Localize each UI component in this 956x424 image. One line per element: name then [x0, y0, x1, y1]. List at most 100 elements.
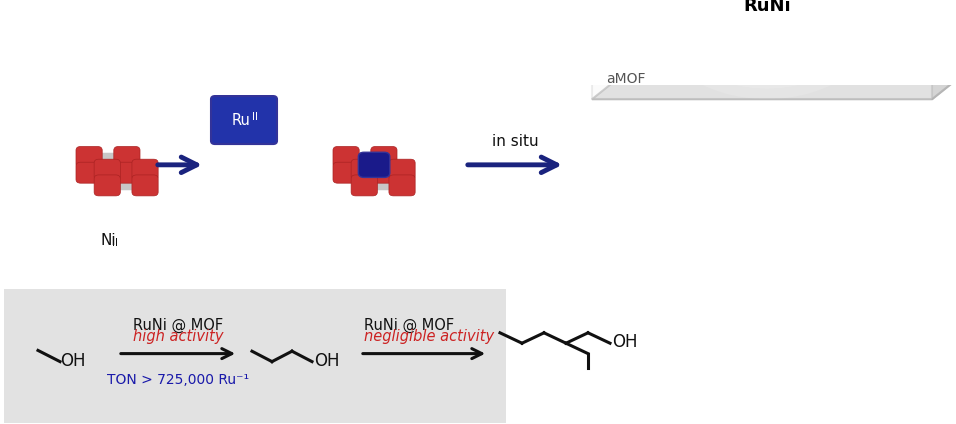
Circle shape: [708, 0, 732, 15]
Circle shape: [771, 26, 793, 43]
Circle shape: [731, 0, 754, 4]
Circle shape: [756, 16, 774, 31]
Circle shape: [753, 5, 772, 20]
Circle shape: [714, 20, 727, 30]
Polygon shape: [932, 0, 956, 99]
Circle shape: [761, 16, 783, 33]
Text: RuNi @ MOF: RuNi @ MOF: [364, 318, 454, 333]
Circle shape: [775, 0, 798, 3]
FancyBboxPatch shape: [358, 152, 390, 177]
Circle shape: [700, 0, 713, 6]
Circle shape: [822, 0, 843, 7]
Circle shape: [754, 0, 778, 9]
Circle shape: [789, 12, 801, 22]
Circle shape: [791, 26, 813, 44]
Circle shape: [738, 22, 757, 37]
Circle shape: [758, 33, 771, 44]
Circle shape: [762, 0, 783, 14]
Circle shape: [725, 34, 745, 50]
Circle shape: [755, 0, 772, 10]
Circle shape: [785, 0, 800, 8]
Text: OH: OH: [612, 333, 638, 351]
Text: II: II: [112, 237, 118, 248]
Circle shape: [700, 0, 716, 11]
Circle shape: [738, 0, 761, 11]
Circle shape: [718, 0, 740, 6]
Ellipse shape: [675, 0, 859, 79]
Circle shape: [728, 36, 740, 47]
Circle shape: [725, 0, 747, 11]
Circle shape: [828, 6, 841, 17]
Circle shape: [783, 41, 796, 51]
Circle shape: [749, 10, 770, 26]
Circle shape: [720, 11, 737, 25]
Circle shape: [771, 0, 789, 11]
Circle shape: [786, 0, 806, 11]
FancyBboxPatch shape: [371, 146, 397, 167]
Circle shape: [712, 5, 736, 23]
FancyBboxPatch shape: [333, 162, 359, 183]
FancyBboxPatch shape: [351, 159, 378, 180]
Circle shape: [764, 31, 777, 42]
Circle shape: [758, 6, 775, 20]
FancyBboxPatch shape: [132, 159, 158, 180]
Circle shape: [813, 0, 833, 4]
Circle shape: [798, 13, 813, 24]
Circle shape: [759, 0, 778, 15]
Circle shape: [798, 0, 818, 3]
FancyBboxPatch shape: [389, 175, 415, 196]
Circle shape: [765, 0, 784, 9]
Circle shape: [771, 42, 784, 53]
Circle shape: [778, 35, 792, 46]
Circle shape: [703, 7, 716, 17]
Circle shape: [708, 24, 728, 41]
Circle shape: [778, 18, 793, 30]
Circle shape: [724, 0, 737, 1]
Circle shape: [707, 0, 726, 11]
Circle shape: [767, 0, 787, 3]
Circle shape: [813, 0, 835, 7]
Text: Ni: Ni: [100, 233, 116, 248]
Circle shape: [714, 13, 732, 28]
Circle shape: [759, 37, 781, 54]
FancyBboxPatch shape: [114, 146, 140, 167]
Circle shape: [799, 2, 813, 13]
Circle shape: [689, 0, 706, 13]
FancyBboxPatch shape: [132, 175, 158, 196]
Text: II: II: [252, 112, 258, 122]
Circle shape: [741, 3, 756, 16]
Circle shape: [783, 13, 797, 24]
Circle shape: [751, 0, 774, 7]
Circle shape: [798, 0, 816, 11]
Circle shape: [786, 0, 799, 5]
Text: OH: OH: [60, 352, 85, 370]
Circle shape: [789, 0, 809, 9]
Circle shape: [741, 8, 764, 26]
Circle shape: [784, 0, 796, 11]
Circle shape: [765, 5, 778, 16]
Circle shape: [800, 15, 813, 25]
Circle shape: [701, 15, 716, 27]
Polygon shape: [630, 0, 956, 69]
Circle shape: [810, 3, 832, 21]
Circle shape: [771, 4, 790, 19]
Circle shape: [751, 0, 772, 14]
Circle shape: [726, 0, 747, 7]
Circle shape: [777, 7, 797, 22]
Circle shape: [780, 36, 793, 47]
Circle shape: [756, 27, 770, 38]
Text: RuNi @ MOF: RuNi @ MOF: [133, 318, 223, 333]
Circle shape: [786, 22, 806, 38]
Ellipse shape: [647, 0, 886, 99]
Circle shape: [756, 30, 769, 40]
Circle shape: [750, 0, 773, 9]
Circle shape: [775, 20, 794, 36]
Text: RuNi: RuNi: [743, 0, 791, 15]
Circle shape: [712, 8, 728, 21]
Circle shape: [745, 16, 759, 28]
Circle shape: [742, 31, 753, 41]
Circle shape: [765, 0, 784, 3]
Circle shape: [811, 19, 833, 36]
Circle shape: [726, 0, 738, 1]
Circle shape: [732, 27, 753, 44]
